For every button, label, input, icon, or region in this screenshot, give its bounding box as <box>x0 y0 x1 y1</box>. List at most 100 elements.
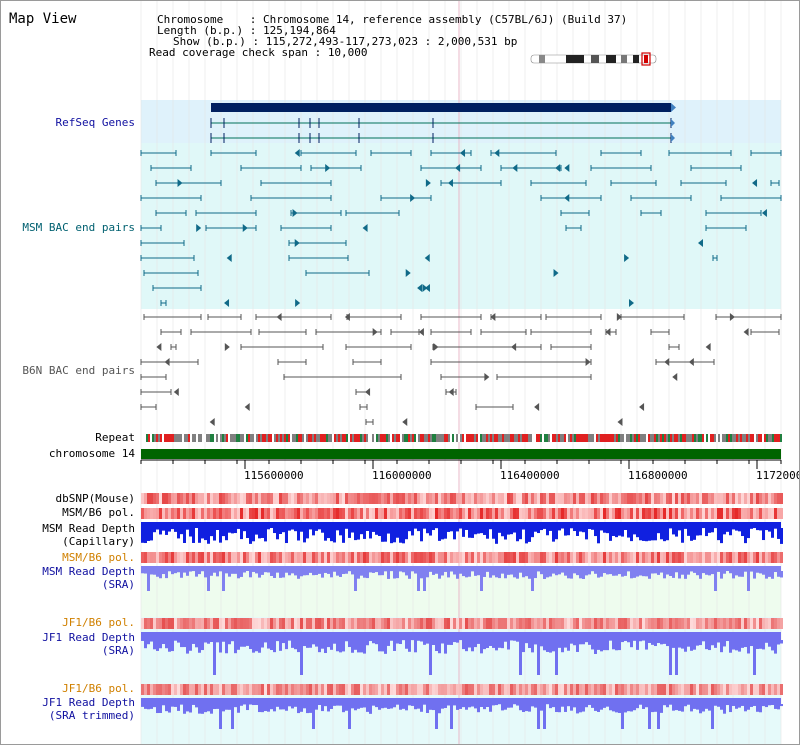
pol-cell <box>450 552 453 563</box>
depth-column <box>609 640 612 641</box>
depth-column <box>540 528 543 531</box>
pol-cell <box>378 508 381 519</box>
jf1-read-depth-trimmed-track[interactable] <box>141 698 783 729</box>
depth-base <box>141 632 781 640</box>
refseq-genes-label[interactable]: RefSeq Genes <box>55 116 135 129</box>
bac-arrow <box>494 149 500 157</box>
pol-cell <box>219 493 222 504</box>
show-value: 115,272,493-117,273,023 : 2,000,531 bp <box>265 35 518 48</box>
pol-cell <box>186 618 189 629</box>
pol-cell <box>402 618 405 629</box>
depth-column <box>534 571 537 579</box>
depth-column <box>729 528 732 536</box>
depth-column <box>339 571 342 577</box>
depth-column <box>402 528 405 544</box>
depth-column <box>351 528 354 533</box>
pol-cell <box>693 493 696 504</box>
pol-cell <box>240 552 243 563</box>
chromosome-14-bar[interactable] <box>141 449 781 459</box>
depth-column <box>732 640 735 650</box>
pol-cell <box>204 618 207 629</box>
bac-arrow <box>325 164 331 172</box>
dbsnp-track[interactable] <box>141 493 783 504</box>
depth-column <box>177 704 180 711</box>
pol-cell <box>201 493 204 504</box>
depth-column <box>684 704 687 707</box>
jf1-b6-pol-track-1[interactable] <box>141 618 783 629</box>
bac-arrow <box>534 403 540 411</box>
pol-cell <box>777 493 780 504</box>
chromosome-ideogram[interactable] <box>530 52 657 66</box>
pol-cell <box>717 552 720 563</box>
depth-column <box>348 528 351 538</box>
depth-column <box>294 528 297 532</box>
refseq-gene-models[interactable] <box>211 103 676 139</box>
msm-bac-end-pairs[interactable] <box>140 149 782 307</box>
pol-cell <box>648 618 651 629</box>
jf1-b6-pol-track-2[interactable] <box>141 684 783 695</box>
pol-cell <box>657 508 660 519</box>
repeat-element <box>256 434 258 442</box>
pol-cell <box>525 493 528 504</box>
depth-column <box>165 571 168 579</box>
pol-cell <box>489 552 492 563</box>
repeat-element <box>260 434 262 442</box>
msm-b6-pol-track-1[interactable] <box>141 508 783 519</box>
pol-cell <box>726 508 729 519</box>
pol-cell <box>414 618 417 629</box>
repeat-element <box>244 434 246 442</box>
depth-column <box>219 528 222 543</box>
msm-read-depth-capillary-track[interactable] <box>141 522 783 544</box>
pol-cell <box>297 508 300 519</box>
pol-cell <box>324 508 327 519</box>
b6n-bac-end-pairs[interactable] <box>140 313 782 426</box>
pol-cell <box>465 508 468 519</box>
msm-b6-pol-track-2[interactable] <box>141 552 783 563</box>
depth-column <box>774 640 777 654</box>
repeat-track[interactable] <box>146 434 782 442</box>
pol-cell <box>504 508 507 519</box>
depth-column <box>594 704 597 711</box>
jf1-read-depth-trim-sublabel: (SRA trimmed) <box>48 709 135 722</box>
jf1-read-depth-sra-track[interactable] <box>141 632 783 675</box>
pol-cell <box>447 684 450 695</box>
pol-cell <box>765 493 768 504</box>
pol-cell <box>381 684 384 695</box>
repeat-element <box>400 434 402 442</box>
pol-cell <box>438 618 441 629</box>
b6n-bac-label[interactable]: B6N BAC end pairs <box>22 364 135 377</box>
msm-bac-label[interactable]: MSM BAC end pairs <box>22 221 135 234</box>
depth-column <box>756 704 759 712</box>
repeat-element <box>480 434 482 442</box>
pol-cell <box>249 508 252 519</box>
depth-column <box>756 571 759 573</box>
depth-column <box>450 571 453 572</box>
repeat-element <box>634 434 636 442</box>
pol-cell <box>612 508 615 519</box>
repeat-element <box>664 434 666 442</box>
pol-cell <box>702 493 705 504</box>
depth-column <box>744 704 747 712</box>
depth-column <box>150 528 153 541</box>
pol-cell <box>423 493 426 504</box>
depth-column <box>594 640 597 654</box>
pol-cell <box>432 493 435 504</box>
depth-column <box>780 571 783 578</box>
pol-cell <box>471 552 474 563</box>
pol-cell <box>285 684 288 695</box>
repeat-element <box>620 434 622 442</box>
pol-cell <box>621 508 624 519</box>
repeat-element <box>364 434 366 442</box>
pol-cell <box>378 552 381 563</box>
pol-cell <box>189 493 192 504</box>
pol-cell <box>180 618 183 629</box>
pol-cell <box>651 618 654 629</box>
pol-cell <box>483 684 486 695</box>
depth-column <box>375 704 378 708</box>
msm-read-depth-sra-track[interactable] <box>141 566 783 591</box>
pol-cell <box>291 508 294 519</box>
pol-cell <box>465 493 468 504</box>
depth-column <box>456 704 459 710</box>
repeat-element <box>624 434 626 442</box>
